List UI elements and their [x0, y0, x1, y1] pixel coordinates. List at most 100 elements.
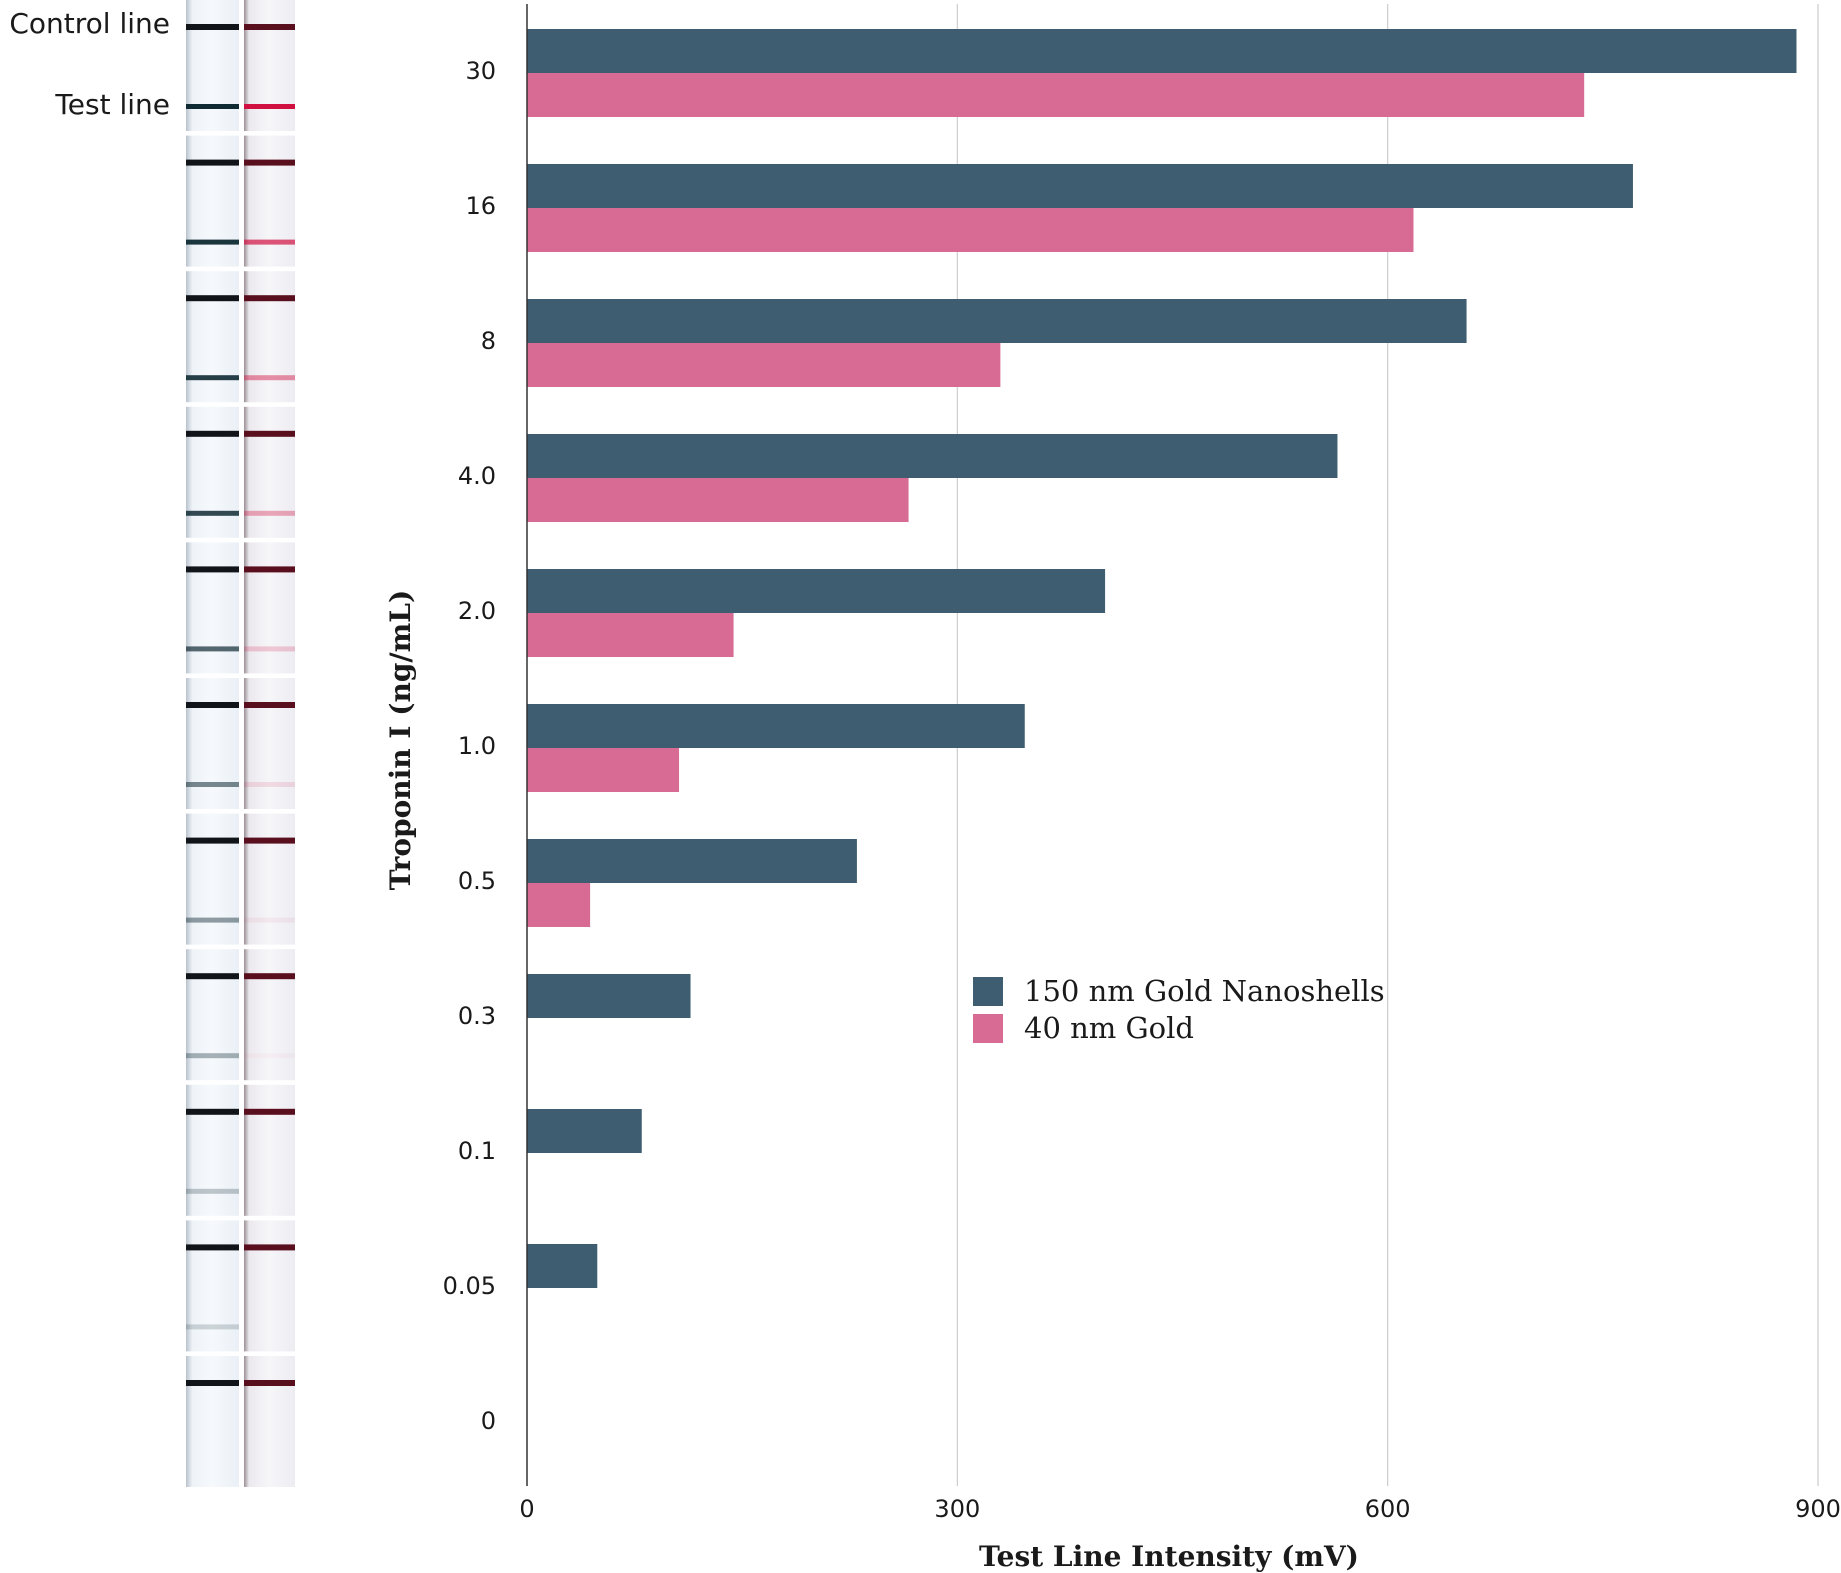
x-tick-label: 300 — [934, 1495, 980, 1523]
strip-gold40 — [244, 1220, 295, 1352]
strip-control-line — [186, 295, 239, 302]
bar-gold40-1 — [527, 208, 1414, 252]
strip-gold40 — [244, 135, 295, 267]
test-line-label: Test line — [54, 88, 170, 121]
y-tick-labels: 30 16 8 4.0 2.0 1.0 0.5 0.3 0.1 0.05 0 — [443, 57, 496, 1435]
strip-test-line — [186, 782, 239, 787]
bar-gold40-4 — [527, 613, 734, 657]
strip-rows — [186, 0, 295, 1487]
strip-test-line — [244, 1053, 295, 1058]
strip-gold40 — [244, 1084, 295, 1216]
bar-gold40-6 — [527, 883, 591, 927]
strip-test-line — [186, 104, 239, 109]
strip-nanoshell — [186, 813, 239, 945]
strip-control-line — [186, 566, 239, 573]
strip-row — [186, 949, 295, 1081]
strip-control-line — [186, 159, 239, 166]
strip-nanoshell — [186, 1220, 239, 1352]
test-strip-panel: Control line Test line — [9, 0, 295, 1487]
legend-swatch-0 — [973, 977, 1003, 1006]
strip-nanoshell — [186, 678, 239, 809]
strip-test-line — [186, 1188, 239, 1194]
y-tick-label: 0.5 — [458, 867, 496, 895]
strip-control-line — [186, 24, 239, 30]
control-line-label: Control line — [9, 7, 170, 40]
strip-control-line — [186, 1380, 239, 1386]
bar-gold40-0 — [527, 73, 1585, 117]
strip-gold40 — [244, 406, 295, 538]
strip-gold40 — [244, 542, 295, 674]
strip-nanoshell — [186, 1084, 239, 1216]
strip-test-line — [186, 646, 239, 652]
bar-nanoshells-9 — [527, 1244, 598, 1288]
legend-label-1: 40 nm Gold — [1024, 1011, 1194, 1045]
y-tick-label: 0 — [481, 1407, 496, 1435]
strip-test-line — [244, 510, 295, 516]
strip-test-line — [244, 646, 295, 652]
strip-row — [186, 1220, 295, 1352]
strip-test-line — [186, 239, 239, 245]
strip-control-line — [186, 1108, 239, 1115]
bar-nanoshells-4 — [527, 569, 1106, 613]
strip-control-line — [244, 837, 295, 844]
bars — [527, 29, 1797, 1288]
x-axis-title: Test Line Intensity (mV) — [979, 1540, 1359, 1573]
strip-control-line — [244, 702, 295, 708]
strip-nanoshell — [186, 542, 239, 674]
bar-gold40-3 — [527, 478, 909, 522]
x-tick-labels: 0 300 600 900 — [519, 1495, 1841, 1523]
y-tick-label: 0.05 — [443, 1272, 496, 1300]
y-tick-label: 4.0 — [458, 462, 496, 490]
strip-control-line — [244, 159, 295, 166]
strip-row — [186, 1084, 295, 1216]
strip-test-line — [244, 375, 295, 381]
bar-nanoshells-2 — [527, 299, 1467, 343]
strip-control-line — [186, 837, 239, 844]
legend-label-0: 150 nm Gold Nanoshells — [1024, 974, 1385, 1008]
x-tick-label: 600 — [1365, 1495, 1411, 1523]
strip-gold40 — [244, 0, 295, 131]
strip-gold40 — [244, 949, 295, 1081]
strip-row — [186, 271, 295, 403]
x-tick-label: 900 — [1795, 1495, 1841, 1523]
strip-test-line — [186, 375, 239, 381]
y-tick-label: 2.0 — [458, 597, 496, 625]
y-tick-label: 16 — [465, 192, 496, 220]
bar-nanoshells-6 — [527, 839, 857, 883]
y-tick-label: 8 — [481, 327, 496, 355]
strip-nanoshell — [186, 271, 239, 403]
bar-gold40-5 — [527, 748, 680, 792]
legend-swatch-1 — [973, 1014, 1003, 1043]
y-axis-title: Troponin I (ng/mL) — [384, 590, 417, 890]
strip-control-line — [244, 430, 295, 437]
bar-nanoshells-0 — [527, 29, 1797, 73]
strip-control-line — [186, 973, 239, 980]
strip-gold40 — [244, 678, 295, 809]
strip-row — [186, 0, 295, 131]
bar-nanoshells-7 — [527, 974, 691, 1018]
strip-test-line — [244, 104, 295, 109]
y-tick-label: 30 — [465, 57, 496, 85]
strip-row — [186, 813, 295, 945]
strip-control-line — [244, 24, 295, 30]
strip-test-line — [186, 1324, 239, 1330]
strip-control-line — [186, 430, 239, 437]
strip-control-line — [244, 973, 295, 980]
y-tick-label: 0.1 — [458, 1137, 496, 1165]
y-tick-label: 0.3 — [458, 1002, 496, 1030]
strip-nanoshell — [186, 949, 239, 1081]
strip-test-line — [186, 1053, 239, 1059]
strip-control-line — [186, 702, 239, 708]
strip-gold40 — [244, 271, 295, 403]
strip-control-line — [244, 1244, 295, 1251]
strip-nanoshell — [186, 135, 239, 267]
strip-control-line — [244, 566, 295, 573]
bar-nanoshells-1 — [527, 164, 1633, 208]
strip-nanoshell — [186, 406, 239, 538]
strip-control-line — [244, 1380, 295, 1386]
bar-nanoshells-8 — [527, 1109, 642, 1153]
strip-nanoshell — [186, 0, 239, 131]
bar-gold40-2 — [527, 343, 1001, 387]
